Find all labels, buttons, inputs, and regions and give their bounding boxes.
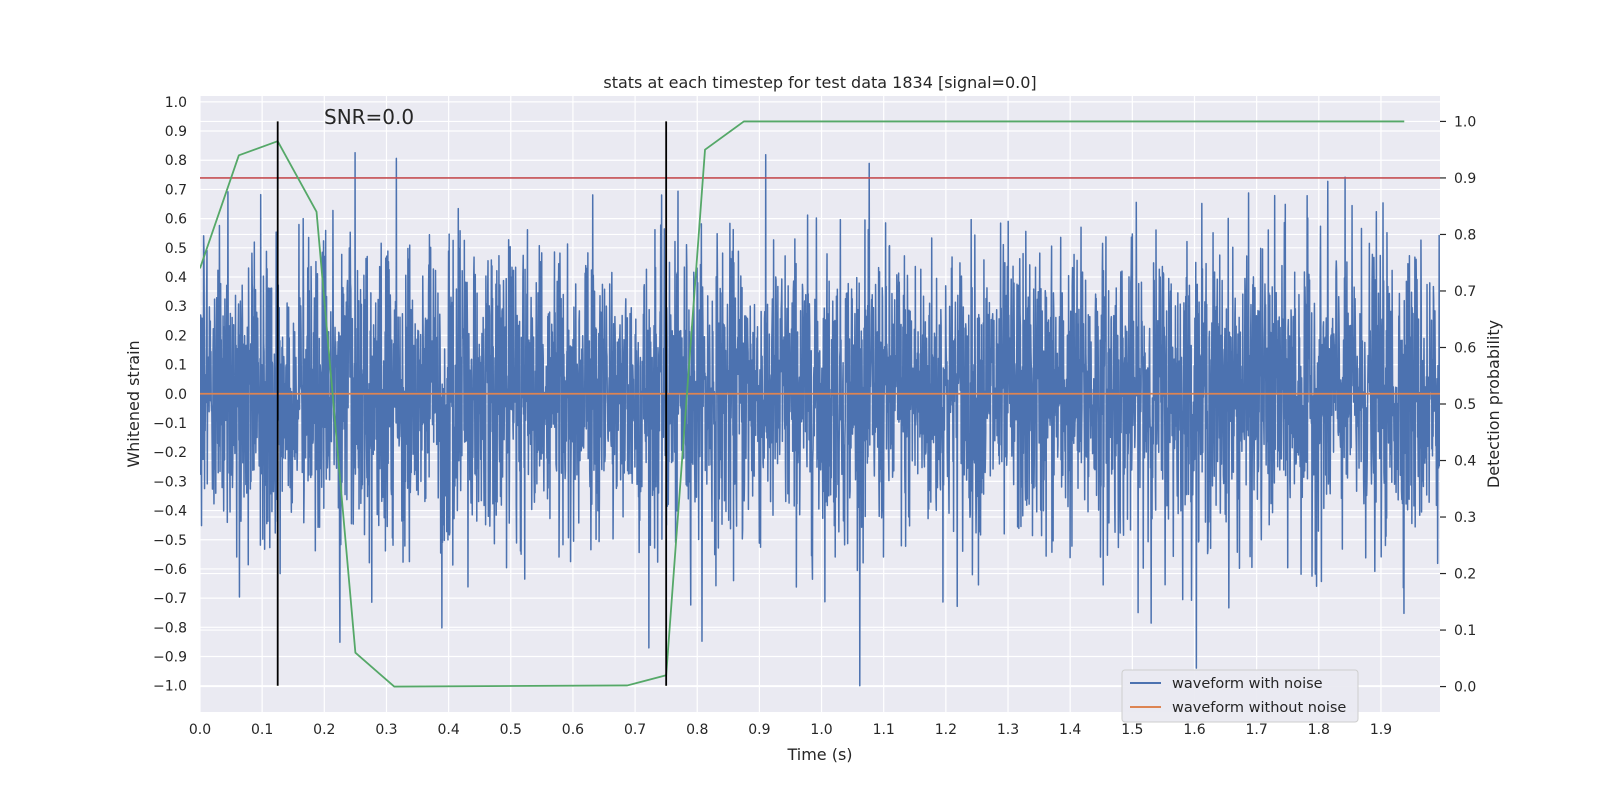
y-left-tick-label: −0.9 [153, 650, 187, 666]
y-left-tick-label: −0.7 [153, 591, 187, 607]
x-tick-label: 0.4 [437, 722, 459, 738]
x-axis-ticks: 0.0 0.1 0.2 0.3 0.4 0.5 0.6 0.7 0.8 0.9 1.0 1.1 1.2 1… [189, 722, 1392, 738]
x-tick-label: 1.4 [1059, 722, 1081, 738]
y-left-tick-label: −0.3 [153, 474, 187, 490]
y-right-tick-label: 0.2 [1454, 567, 1476, 583]
x-tick-label: 1.2 [935, 722, 957, 738]
y-right-tick-label: 0.3 [1454, 510, 1476, 526]
x-tick-label: 0.3 [375, 722, 397, 738]
y-left-tick-label: 0.0 [165, 387, 187, 403]
y-right-tick-label: 0.9 [1454, 171, 1476, 187]
y-left-tick-label: −0.8 [153, 620, 187, 636]
y-left-tick-label: −0.2 [153, 445, 187, 461]
x-tick-label: 1.6 [1183, 722, 1205, 738]
snr-annotation: SNR=0.0 [324, 105, 414, 129]
y-right-tick-label: 0.8 [1454, 227, 1476, 243]
y-left-tick-label: 0.9 [165, 124, 187, 140]
legend-label-clean: waveform without noise [1172, 700, 1346, 716]
y-left-tick-label: 0.4 [165, 270, 187, 286]
y-right-tick-label: 1.0 [1454, 114, 1476, 130]
y-left-tick-label: 0.6 [165, 212, 187, 228]
x-tick-label: 1.7 [1246, 722, 1268, 738]
x-tick-label: 0.2 [313, 722, 335, 738]
y-left-tick-label: 1.0 [165, 95, 187, 111]
x-axis-label: Time (s) [786, 745, 852, 764]
y-left-tick-label: 0.7 [165, 182, 187, 198]
x-tick-label: 0.1 [251, 722, 273, 738]
plot-area [200, 120, 1440, 688]
y-left-tick-label: 0.1 [165, 358, 187, 374]
y-left-tick-label: −1.0 [153, 679, 187, 695]
series-waveform-with-noise [200, 152, 1440, 687]
y-left-axis-ticks: 1.0 0.9 0.8 0.7 0.6 0.5 0.4 0.3 0.2 0.1 0.0 −0.1 −0.… [153, 95, 187, 695]
y-right-tick-label: 0.1 [1454, 623, 1476, 639]
x-tick-label: 1.8 [1308, 722, 1330, 738]
y-left-tick-label: 0.8 [165, 153, 187, 169]
y-right-axis-ticks: 1.0 0.9 0.8 0.7 0.6 0.5 0.4 0.3 0.2 0.1 0.0 [1440, 114, 1476, 696]
y-right-tick-label: 0.5 [1454, 397, 1476, 413]
y-left-tick-label: −0.4 [153, 504, 187, 520]
y-right-tick-label: 0.6 [1454, 340, 1476, 356]
y-left-tick-label: 0.5 [165, 241, 187, 257]
x-tick-label: 0.5 [500, 722, 522, 738]
y-left-tick-label: −0.5 [153, 533, 187, 549]
y-left-tick-label: −0.6 [153, 562, 187, 578]
y-left-tick-label: 0.3 [165, 299, 187, 315]
y-right-tick-label: 0.7 [1454, 284, 1476, 300]
x-tick-label: 1.9 [1370, 722, 1392, 738]
x-tick-label: 0.7 [624, 722, 646, 738]
legend-box [1121, 669, 1359, 723]
y-right-axis-label: Detection probability [1484, 320, 1503, 488]
y-right-tick-label: 0.0 [1454, 680, 1476, 696]
x-tick-label: 0.8 [686, 722, 708, 738]
x-tick-label: 1.5 [1121, 722, 1143, 738]
y-left-tick-label: 0.2 [165, 328, 187, 344]
legend-label-noise: waveform with noise [1172, 676, 1323, 692]
chart-title: stats at each timestep for test data 183… [603, 73, 1036, 92]
y-left-axis-label: Whitened strain [124, 340, 143, 467]
y-left-tick-label: −0.1 [153, 416, 187, 432]
y-right-tick-label: 0.4 [1454, 454, 1476, 470]
x-tick-label: 0.6 [562, 722, 584, 738]
x-tick-label: 0.0 [189, 722, 211, 738]
x-tick-label: 1.0 [810, 722, 832, 738]
x-tick-label: 1.1 [873, 722, 895, 738]
x-tick-label: 0.9 [748, 722, 770, 738]
legend: waveform with noise waveform without noi… [1121, 669, 1359, 723]
x-tick-label: 1.3 [997, 722, 1019, 738]
